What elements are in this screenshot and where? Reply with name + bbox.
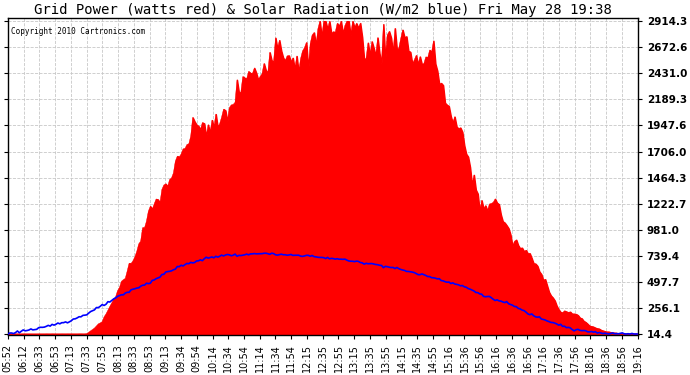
Title: Grid Power (watts red) & Solar Radiation (W/m2 blue) Fri May 28 19:38: Grid Power (watts red) & Solar Radiation… (34, 3, 611, 17)
Text: Copyright 2010 Cartronics.com: Copyright 2010 Cartronics.com (11, 27, 145, 36)
